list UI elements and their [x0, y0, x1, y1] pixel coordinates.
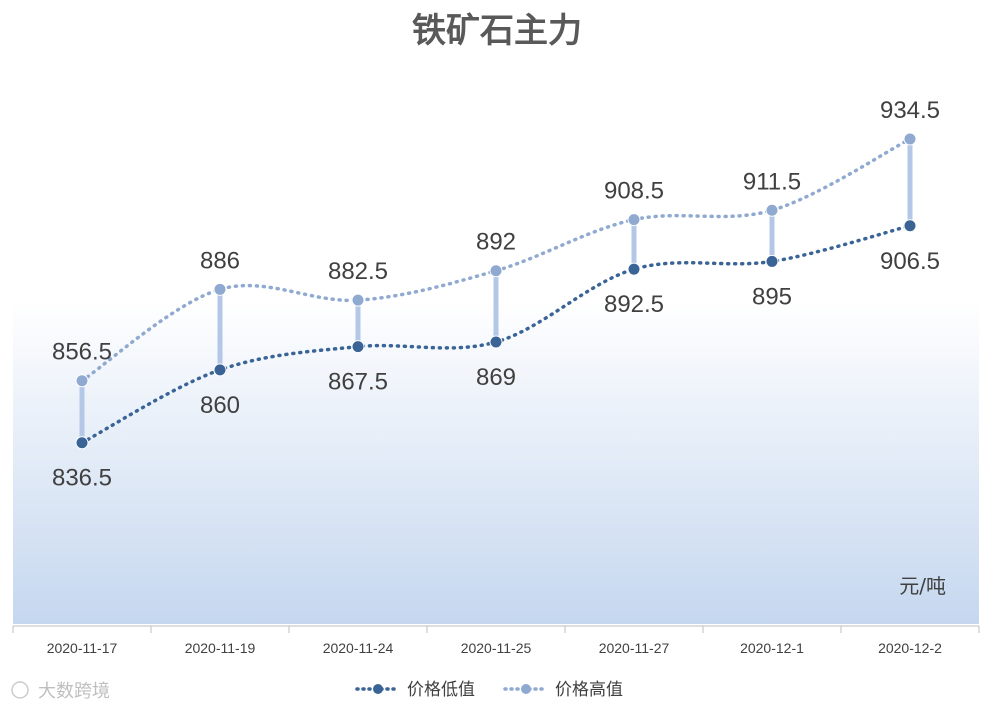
watermark: 大数跨境	[11, 681, 110, 702]
legend-label-low: 价格低值	[407, 680, 475, 700]
data-point-low[interactable]	[627, 262, 641, 276]
data-label-low: 892.5	[604, 291, 664, 318]
data-point-high[interactable]	[765, 203, 779, 217]
data-point-low[interactable]	[351, 340, 365, 354]
watermark-text: 大数跨境	[38, 681, 110, 702]
data-label-low: 836.5	[52, 465, 112, 492]
data-point-low[interactable]	[903, 219, 917, 233]
data-label-high: 934.5	[880, 97, 940, 124]
legend-item-low[interactable]: 价格低值	[355, 680, 475, 700]
data-label-low: 906.5	[880, 248, 940, 275]
data-point-low[interactable]	[765, 254, 779, 268]
x-tick-label: 2020-11-17	[47, 640, 118, 656]
plot-background	[13, 300, 979, 624]
x-tick-label: 2020-12-2	[878, 640, 942, 656]
legend-label-high: 价格高值	[555, 680, 623, 700]
data-label-high: 856.5	[52, 339, 112, 366]
data-label-high: 886	[200, 247, 240, 274]
data-point-low[interactable]	[213, 363, 227, 377]
unit-label: 元/吨	[899, 574, 946, 598]
data-point-high[interactable]	[489, 264, 503, 278]
watermark-logo-icon	[11, 681, 29, 699]
connector-layer	[79, 139, 913, 443]
data-point-high[interactable]	[75, 374, 89, 388]
data-label-layer: 856.5 836.5 886 860 882.5 867.5 892 869 908.5 892…	[52, 97, 940, 492]
chart-title: 铁矿石主力	[412, 11, 582, 51]
data-label-high: 908.5	[604, 178, 664, 205]
data-label-high: 911.5	[743, 168, 801, 195]
legend-marker-high	[521, 684, 531, 694]
x-tick-label: 2020-12-1	[740, 640, 804, 656]
data-point-high[interactable]	[627, 213, 641, 227]
data-point-low[interactable]	[75, 436, 89, 450]
data-point-high[interactable]	[213, 282, 227, 296]
x-tick-label: 2020-11-27	[599, 640, 670, 656]
legend: 价格低值 价格高值	[355, 680, 623, 700]
data-point-high[interactable]	[903, 132, 917, 146]
data-label-high: 892	[476, 229, 516, 256]
data-label-low: 860	[200, 392, 240, 419]
data-label-low: 895	[752, 283, 792, 310]
data-label-low: 869	[476, 364, 516, 391]
data-label-high: 882.5	[328, 258, 388, 285]
data-point-low[interactable]	[489, 335, 503, 349]
legend-marker-low	[373, 684, 383, 694]
legend-item-high[interactable]: 价格高值	[503, 680, 623, 700]
point-layer	[75, 132, 917, 450]
x-tick-label: 2020-11-19	[185, 640, 256, 656]
x-tick-label: 2020-11-24	[323, 640, 394, 656]
x-tick-label: 2020-11-25	[461, 640, 532, 656]
data-point-high[interactable]	[351, 293, 365, 307]
x-axis: 2020-11-17 2020-11-19 2020-11-24 2020-11-25…	[12, 626, 980, 656]
data-label-low: 867.5	[328, 369, 388, 396]
